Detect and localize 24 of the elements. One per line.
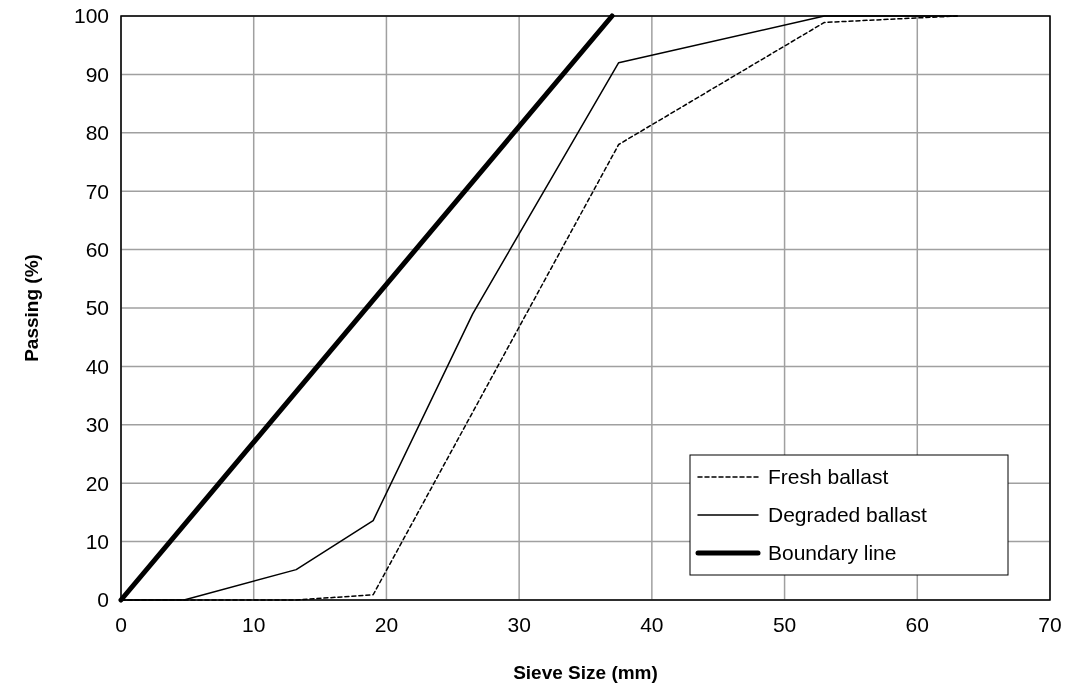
legend-label: Degraded ballast [768, 503, 927, 527]
y-tick-label: 40 [85, 354, 109, 378]
y-tick-label: 80 [85, 121, 109, 145]
y-tick-label: 60 [85, 237, 109, 261]
x-axis-title: Sieve Size (mm) [513, 662, 658, 683]
x-tick-label: 30 [507, 613, 531, 636]
x-tick-label: 10 [242, 613, 266, 636]
y-tick-label: 0 [97, 588, 109, 612]
x-tick-label: 70 [1038, 613, 1062, 636]
y-tick-label: 100 [73, 4, 109, 28]
y-tick-label: 90 [85, 62, 109, 86]
y-tick-label: 50 [85, 296, 109, 320]
legend-label: Boundary line [768, 541, 897, 565]
y-axis-title: Passing (%) [21, 254, 42, 362]
y-tick-label: 70 [85, 179, 109, 203]
x-tick-label: 40 [640, 613, 664, 636]
legend-label: Fresh ballast [768, 465, 889, 489]
x-tick-label: 50 [772, 613, 797, 636]
y-tick-label: 10 [85, 529, 109, 553]
x-tick-label: 0 [115, 613, 127, 636]
y-tick-label: 20 [85, 471, 109, 495]
x-tick-label: 60 [905, 613, 929, 636]
y-tick-label: 30 [85, 413, 109, 437]
x-tick-label: 20 [374, 613, 399, 636]
